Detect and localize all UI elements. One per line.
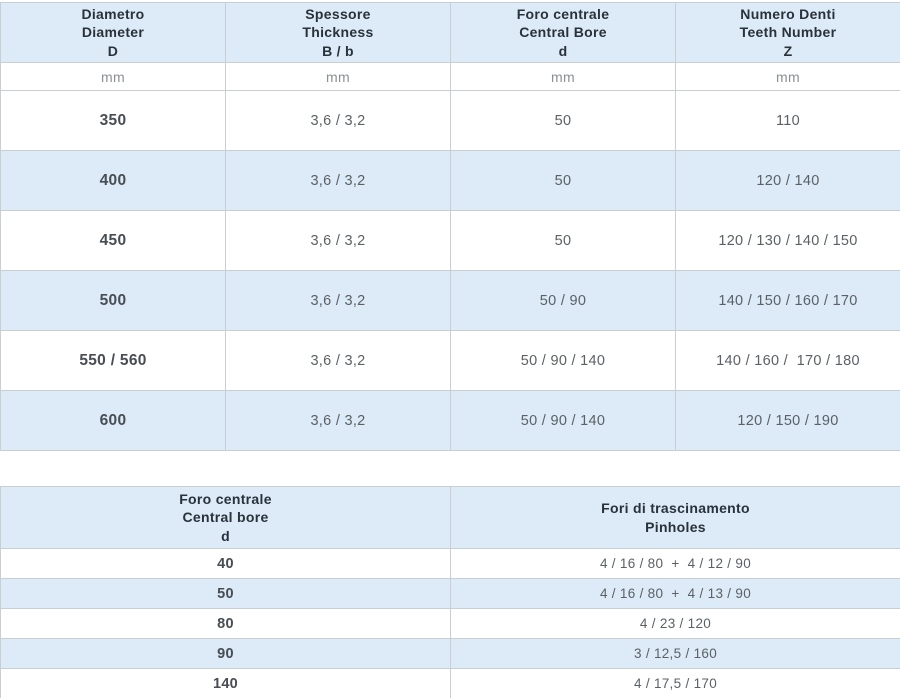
- cell-pinholes: 4 / 23 / 120: [450, 608, 900, 639]
- cell-central-bore: 140: [0, 668, 451, 698]
- cell-thickness: 3,6 / 3,2: [225, 90, 451, 151]
- col-header-central-bore: Foro centrale Central bore d: [0, 486, 451, 549]
- cell-diameter: 500: [0, 270, 226, 331]
- col-header-diameter: Diametro Diameter D: [0, 2, 226, 63]
- cell-diameter: 350: [0, 90, 226, 151]
- cell-central-bore: 40: [0, 548, 451, 579]
- table-row: 500 3,6 / 3,2 50 / 90 140 / 150 / 160 / …: [0, 270, 900, 331]
- cell-thickness: 3,6 / 3,2: [225, 390, 451, 451]
- cell-central-bore: 50: [450, 210, 676, 271]
- cell-teeth-number: 120 / 150 / 190: [675, 390, 900, 451]
- cell-teeth-number: 110: [675, 90, 900, 151]
- table-row: 400 3,6 / 3,2 50 120 / 140: [0, 150, 900, 211]
- cell-central-bore: 50: [450, 90, 676, 151]
- unit-cell: mm: [0, 62, 226, 91]
- unit-row: mm mm mm mm: [0, 62, 900, 91]
- table-row: 140 4 / 17,5 / 170: [0, 668, 900, 698]
- cell-central-bore: 50: [0, 578, 451, 609]
- cell-central-bore: 50 / 90: [450, 270, 676, 331]
- blade-dimensions-table: Diametro Diameter D Spessore Thickness B…: [0, 2, 900, 451]
- cell-diameter: 450: [0, 210, 226, 271]
- col-header-pinholes: Fori di trascinamento Pinholes: [450, 486, 900, 549]
- cell-teeth-number: 120 / 130 / 140 / 150: [675, 210, 900, 271]
- cell-teeth-number: 140 / 150 / 160 / 170: [675, 270, 900, 331]
- unit-cell: mm: [675, 62, 900, 91]
- pinholes-table: Foro centrale Central bore d Fori di tra…: [0, 486, 900, 698]
- cell-teeth-number: 140 / 160 / 170 / 180: [675, 330, 900, 391]
- unit-cell: mm: [450, 62, 676, 91]
- cell-central-bore: 90: [0, 638, 451, 669]
- cell-pinholes: 4 / 17,5 / 170: [450, 668, 900, 698]
- cell-diameter: 600: [0, 390, 226, 451]
- cell-pinholes: 3 / 12,5 / 160: [450, 638, 900, 669]
- col-header-teeth-number: Numero Denti Teeth Number Z: [675, 2, 900, 63]
- table-row: 600 3,6 / 3,2 50 / 90 / 140 120 / 150 / …: [0, 390, 900, 451]
- cell-central-bore: 80: [0, 608, 451, 639]
- table-row: 80 4 / 23 / 120: [0, 608, 900, 639]
- table-row: 550 / 560 3,6 / 3,2 50 / 90 / 140 140 / …: [0, 330, 900, 391]
- cell-central-bore: 50: [450, 150, 676, 211]
- table-row: 450 3,6 / 3,2 50 120 / 130 / 140 / 150: [0, 210, 900, 271]
- cell-pinholes: 4 / 16 / 80 + 4 / 12 / 90: [450, 548, 900, 579]
- col-header-thickness: Spessore Thickness B / b: [225, 2, 451, 63]
- cell-thickness: 3,6 / 3,2: [225, 330, 451, 391]
- table-header-row: Diametro Diameter D Spessore Thickness B…: [0, 2, 900, 63]
- cell-thickness: 3,6 / 3,2: [225, 210, 451, 271]
- unit-cell: mm: [225, 62, 451, 91]
- cell-pinholes: 4 / 16 / 80 + 4 / 13 / 90: [450, 578, 900, 609]
- table-row: 350 3,6 / 3,2 50 110: [0, 90, 900, 151]
- table-row: 40 4 / 16 / 80 + 4 / 12 / 90: [0, 548, 900, 579]
- table-row: 90 3 / 12,5 / 160: [0, 638, 900, 669]
- cell-diameter: 400: [0, 150, 226, 211]
- table-row: 50 4 / 16 / 80 + 4 / 13 / 90: [0, 578, 900, 609]
- table-header-row: Foro centrale Central bore d Fori di tra…: [0, 486, 900, 549]
- cell-teeth-number: 120 / 140: [675, 150, 900, 211]
- cell-diameter: 550 / 560: [0, 330, 226, 391]
- cell-thickness: 3,6 / 3,2: [225, 150, 451, 211]
- cell-central-bore: 50 / 90 / 140: [450, 390, 676, 451]
- cell-central-bore: 50 / 90 / 140: [450, 330, 676, 391]
- col-header-central-bore: Foro centrale Central Bore d: [450, 2, 676, 63]
- cell-thickness: 3,6 / 3,2: [225, 270, 451, 331]
